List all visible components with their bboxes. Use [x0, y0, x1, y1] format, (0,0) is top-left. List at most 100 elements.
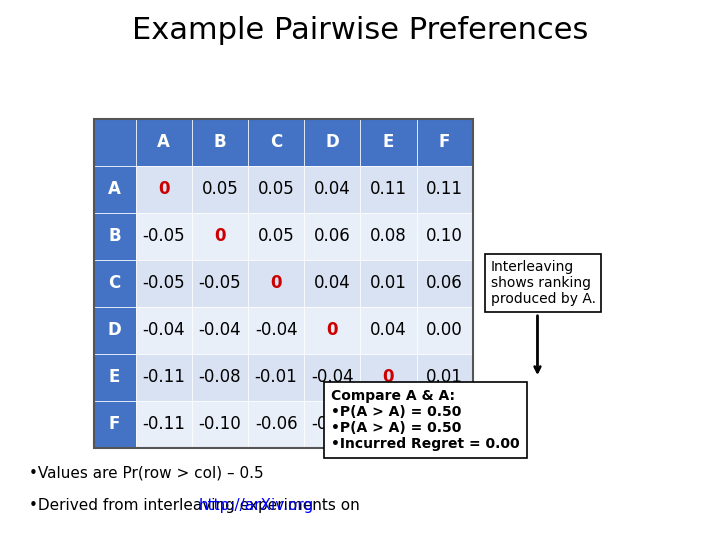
FancyBboxPatch shape [135, 213, 192, 260]
Text: 0.06: 0.06 [314, 227, 351, 245]
Text: B: B [214, 133, 226, 151]
FancyBboxPatch shape [94, 260, 135, 307]
Text: 0.05: 0.05 [258, 180, 294, 198]
Text: -0.01: -0.01 [367, 415, 410, 433]
Text: F: F [109, 415, 120, 433]
Text: •Derived from interleaving experiments on: •Derived from interleaving experiments o… [29, 498, 364, 513]
Text: 0.11: 0.11 [426, 180, 463, 198]
Text: -0.04: -0.04 [199, 321, 241, 339]
FancyBboxPatch shape [135, 260, 192, 307]
Text: -0.01: -0.01 [255, 368, 297, 386]
FancyBboxPatch shape [248, 260, 305, 307]
Text: D: D [325, 133, 339, 151]
FancyBboxPatch shape [360, 354, 416, 401]
Text: 0.06: 0.06 [426, 274, 463, 292]
FancyBboxPatch shape [94, 213, 135, 260]
FancyBboxPatch shape [304, 401, 360, 448]
FancyBboxPatch shape [416, 166, 473, 213]
FancyBboxPatch shape [248, 401, 305, 448]
Text: 0.05: 0.05 [202, 180, 238, 198]
FancyBboxPatch shape [94, 307, 135, 354]
Text: -0.04: -0.04 [311, 368, 354, 386]
FancyBboxPatch shape [416, 307, 473, 354]
Text: 0: 0 [158, 180, 169, 198]
Text: -0.11: -0.11 [143, 368, 185, 386]
FancyBboxPatch shape [192, 166, 248, 213]
Text: 0: 0 [215, 227, 225, 245]
FancyBboxPatch shape [192, 354, 248, 401]
FancyBboxPatch shape [360, 401, 416, 448]
Text: 0.08: 0.08 [370, 227, 407, 245]
FancyBboxPatch shape [192, 119, 248, 166]
Text: http://arXiv.org: http://arXiv.org [198, 498, 313, 513]
Text: 0.00: 0.00 [426, 321, 463, 339]
Text: -0.06: -0.06 [255, 415, 297, 433]
Text: 0.11: 0.11 [370, 180, 407, 198]
FancyBboxPatch shape [304, 166, 360, 213]
Text: C: C [109, 274, 121, 292]
FancyBboxPatch shape [360, 260, 416, 307]
Text: 0.04: 0.04 [314, 274, 351, 292]
FancyBboxPatch shape [304, 213, 360, 260]
Text: -0.04: -0.04 [255, 321, 297, 339]
Text: 0.05: 0.05 [258, 227, 294, 245]
FancyBboxPatch shape [304, 307, 360, 354]
FancyBboxPatch shape [360, 307, 416, 354]
FancyBboxPatch shape [360, 119, 416, 166]
Text: A: A [158, 133, 170, 151]
Text: •Values are Pr(row > col) – 0.5: •Values are Pr(row > col) – 0.5 [29, 465, 264, 481]
FancyBboxPatch shape [94, 119, 135, 166]
FancyBboxPatch shape [416, 213, 473, 260]
Text: E: E [383, 133, 394, 151]
FancyBboxPatch shape [304, 354, 360, 401]
Text: 0.01: 0.01 [426, 368, 463, 386]
FancyBboxPatch shape [304, 260, 360, 307]
FancyBboxPatch shape [248, 307, 305, 354]
Text: 0.04: 0.04 [370, 321, 407, 339]
FancyBboxPatch shape [135, 166, 192, 213]
FancyBboxPatch shape [135, 119, 192, 166]
Text: 0.04: 0.04 [314, 180, 351, 198]
Text: 0: 0 [383, 368, 394, 386]
FancyBboxPatch shape [360, 166, 416, 213]
Text: -0.11: -0.11 [143, 415, 185, 433]
FancyBboxPatch shape [416, 119, 473, 166]
FancyBboxPatch shape [192, 307, 248, 354]
FancyBboxPatch shape [248, 354, 305, 401]
FancyBboxPatch shape [416, 354, 473, 401]
Text: -0.05: -0.05 [199, 274, 241, 292]
FancyBboxPatch shape [304, 119, 360, 166]
Text: 0: 0 [327, 321, 338, 339]
FancyBboxPatch shape [192, 213, 248, 260]
Text: B: B [108, 227, 121, 245]
Text: -0.05: -0.05 [143, 227, 185, 245]
Text: E: E [109, 368, 120, 386]
Text: -0.04: -0.04 [143, 321, 185, 339]
FancyBboxPatch shape [192, 260, 248, 307]
Text: Interleaving
shows ranking
produced by A.: Interleaving shows ranking produced by A… [491, 260, 595, 306]
Text: D: D [108, 321, 122, 339]
Text: Compare A & A:
•P(A > A) = 0.50
•P(A > A) = 0.50
•Incurred Regret = 0.00: Compare A & A: •P(A > A) = 0.50 •P(A > A… [331, 389, 520, 451]
Text: Example Pairwise Preferences: Example Pairwise Preferences [132, 16, 588, 45]
FancyBboxPatch shape [135, 401, 192, 448]
FancyBboxPatch shape [192, 401, 248, 448]
FancyBboxPatch shape [360, 213, 416, 260]
FancyBboxPatch shape [248, 166, 305, 213]
FancyBboxPatch shape [248, 213, 305, 260]
FancyBboxPatch shape [94, 401, 135, 448]
Text: -0.00: -0.00 [311, 415, 354, 433]
FancyBboxPatch shape [135, 307, 192, 354]
Text: C: C [270, 133, 282, 151]
Text: 0: 0 [271, 274, 282, 292]
FancyBboxPatch shape [416, 260, 473, 307]
Text: A: A [108, 180, 121, 198]
Text: 0.10: 0.10 [426, 227, 463, 245]
FancyBboxPatch shape [416, 401, 473, 448]
Text: 0.01: 0.01 [370, 274, 407, 292]
Text: -0.08: -0.08 [199, 368, 241, 386]
Text: 0: 0 [439, 415, 450, 433]
FancyBboxPatch shape [248, 119, 305, 166]
FancyBboxPatch shape [94, 166, 135, 213]
Text: F: F [439, 133, 450, 151]
Text: -0.05: -0.05 [143, 274, 185, 292]
